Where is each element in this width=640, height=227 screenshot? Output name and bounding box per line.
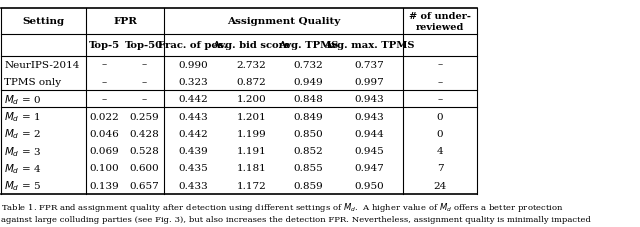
Text: –: – xyxy=(141,78,147,86)
Text: 0.852: 0.852 xyxy=(294,146,323,155)
Text: 1.200: 1.200 xyxy=(236,95,266,104)
Text: 1.191: 1.191 xyxy=(236,146,266,155)
Text: –: – xyxy=(438,60,443,69)
Text: $M_d$ = 4: $M_d$ = 4 xyxy=(4,161,42,175)
Text: 0.069: 0.069 xyxy=(90,146,120,155)
Text: 0.046: 0.046 xyxy=(90,129,120,138)
Text: Assignment Quality: Assignment Quality xyxy=(227,17,340,26)
Text: 0.528: 0.528 xyxy=(129,146,159,155)
Text: 0.949: 0.949 xyxy=(294,78,323,86)
Text: $M_d$ = 0: $M_d$ = 0 xyxy=(4,92,41,106)
Text: 0.732: 0.732 xyxy=(294,60,323,69)
Text: 0: 0 xyxy=(437,112,444,121)
Text: 0.737: 0.737 xyxy=(355,60,385,69)
Text: Avg. bid score: Avg. bid score xyxy=(212,41,291,50)
Text: $M_d$ = 2: $M_d$ = 2 xyxy=(4,127,41,141)
Text: 0.859: 0.859 xyxy=(294,181,323,190)
Text: 1.201: 1.201 xyxy=(236,112,266,121)
Text: –: – xyxy=(438,78,443,86)
Text: –: – xyxy=(102,95,108,104)
Text: 0.947: 0.947 xyxy=(355,164,385,173)
Text: 0.872: 0.872 xyxy=(236,78,266,86)
Text: –: – xyxy=(141,60,147,69)
Text: Top-50: Top-50 xyxy=(125,41,163,50)
Text: 7: 7 xyxy=(437,164,444,173)
Text: Frac. of pos.: Frac. of pos. xyxy=(158,41,227,50)
Text: Table 1. FPR and assignment quality after detection using different settings of : Table 1. FPR and assignment quality afte… xyxy=(1,200,591,223)
Text: Avg. TPMS: Avg. TPMS xyxy=(278,41,339,50)
Text: Avg. max. TPMS: Avg. max. TPMS xyxy=(324,41,415,50)
Text: 0.100: 0.100 xyxy=(90,164,120,173)
Text: $M_d$ = 3: $M_d$ = 3 xyxy=(4,144,41,158)
Text: 0.022: 0.022 xyxy=(90,112,120,121)
Text: FPR: FPR xyxy=(113,17,137,26)
Text: $M_d$ = 5: $M_d$ = 5 xyxy=(4,179,41,192)
Text: 0.600: 0.600 xyxy=(129,164,159,173)
Text: 1.172: 1.172 xyxy=(236,181,266,190)
Text: 0.997: 0.997 xyxy=(355,78,385,86)
Text: 0.944: 0.944 xyxy=(355,129,385,138)
Text: 0.433: 0.433 xyxy=(178,181,208,190)
Text: # of under-
reviewed: # of under- reviewed xyxy=(409,12,471,32)
Text: 0.848: 0.848 xyxy=(294,95,323,104)
Text: –: – xyxy=(141,95,147,104)
Text: 0.442: 0.442 xyxy=(178,95,208,104)
Text: –: – xyxy=(102,60,108,69)
Text: 0.259: 0.259 xyxy=(129,112,159,121)
Text: 0.139: 0.139 xyxy=(90,181,120,190)
Text: 0.657: 0.657 xyxy=(129,181,159,190)
Text: 24: 24 xyxy=(433,181,447,190)
Text: –: – xyxy=(102,78,108,86)
Text: 0.945: 0.945 xyxy=(355,146,385,155)
Text: 1.181: 1.181 xyxy=(236,164,266,173)
Text: Setting: Setting xyxy=(22,17,65,26)
Text: 0.990: 0.990 xyxy=(178,60,208,69)
Text: $M_d$ = 1: $M_d$ = 1 xyxy=(4,110,40,123)
Text: TPMS only: TPMS only xyxy=(4,78,61,86)
Text: 0.435: 0.435 xyxy=(178,164,208,173)
Text: 0.428: 0.428 xyxy=(129,129,159,138)
Text: 4: 4 xyxy=(437,146,444,155)
Text: 0.849: 0.849 xyxy=(294,112,323,121)
Text: NeurIPS-2014: NeurIPS-2014 xyxy=(4,60,79,69)
Text: 1.199: 1.199 xyxy=(236,129,266,138)
Text: 0.323: 0.323 xyxy=(178,78,208,86)
Text: 0.943: 0.943 xyxy=(355,95,385,104)
Text: Top-5: Top-5 xyxy=(89,41,120,50)
Text: 2.732: 2.732 xyxy=(236,60,266,69)
Text: –: – xyxy=(438,95,443,104)
Text: 0.850: 0.850 xyxy=(294,129,323,138)
Text: 0.442: 0.442 xyxy=(178,129,208,138)
Text: 0: 0 xyxy=(437,129,444,138)
Text: 0.443: 0.443 xyxy=(178,112,208,121)
Text: 0.943: 0.943 xyxy=(355,112,385,121)
Text: 0.950: 0.950 xyxy=(355,181,385,190)
Text: 0.439: 0.439 xyxy=(178,146,208,155)
Text: 0.855: 0.855 xyxy=(294,164,323,173)
